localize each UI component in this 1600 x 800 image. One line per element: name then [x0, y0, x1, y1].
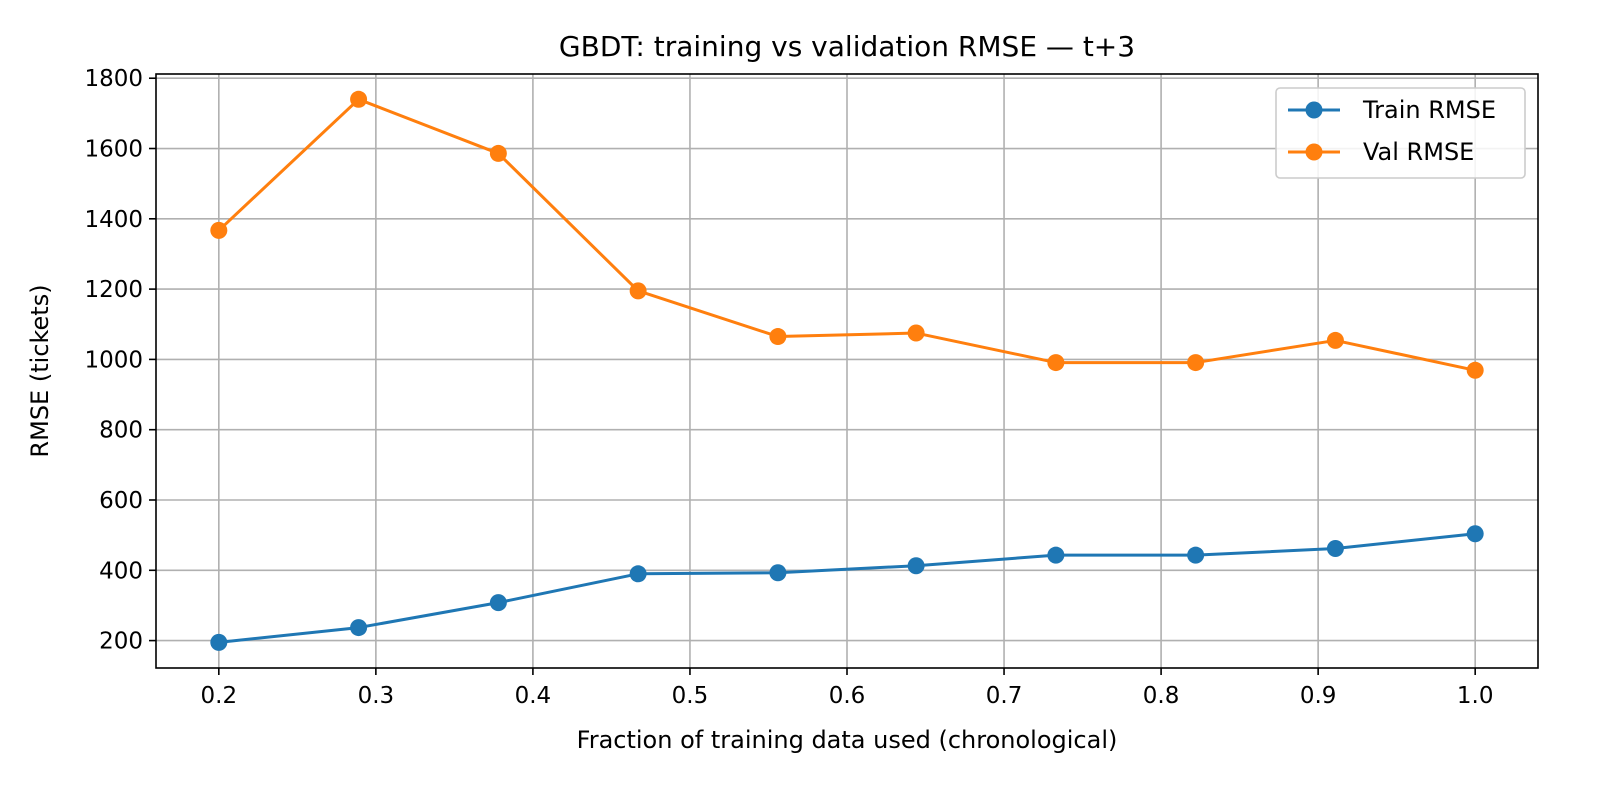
y-tick-label: 1200	[84, 277, 143, 303]
legend-label: Val RMSE	[1363, 138, 1474, 166]
y-tick-label: 400	[99, 558, 143, 584]
data-point	[1466, 361, 1484, 379]
data-point	[1047, 546, 1065, 564]
data-point	[1466, 525, 1484, 543]
x-tick-label: 0.8	[1143, 683, 1180, 709]
data-point	[769, 328, 787, 346]
legend-label: Train RMSE	[1362, 96, 1496, 124]
y-tick-label: 800	[99, 418, 143, 444]
data-point	[489, 144, 507, 162]
x-tick-label: 0.9	[1300, 683, 1337, 709]
x-tick-label: 0.4	[515, 683, 552, 709]
legend-marker	[1305, 143, 1323, 161]
data-point	[210, 221, 228, 239]
data-point	[1326, 331, 1344, 349]
data-point	[210, 633, 228, 651]
data-point	[1326, 539, 1344, 557]
series-layer	[210, 90, 1484, 651]
data-point	[629, 282, 647, 300]
data-point	[1187, 546, 1205, 564]
x-tick-label: 0.6	[829, 683, 866, 709]
y-tick-label: 200	[99, 629, 143, 655]
series-line	[218, 532, 1476, 644]
x-tick-label: 0.2	[201, 683, 238, 709]
legend-marker	[1305, 101, 1323, 119]
series-train-rmse	[210, 525, 1484, 651]
data-point	[907, 324, 925, 342]
y-tick-label: 1400	[84, 207, 143, 233]
y-axis-title: RMSE (tickets)	[26, 284, 54, 457]
data-point	[907, 557, 925, 575]
x-axis-title: Fraction of training data used (chronolo…	[577, 726, 1118, 754]
data-point	[489, 594, 507, 612]
data-point	[629, 565, 647, 583]
data-point	[350, 619, 368, 637]
x-tick-label: 1.0	[1457, 683, 1494, 709]
data-point	[1187, 354, 1205, 372]
data-point	[769, 564, 787, 582]
x-tick-label: 0.3	[358, 683, 395, 709]
axis-ticks: 0.2 0.3 0.4 0.5 0.6 0.7 0.8 0.9 1.0 200 400 600 800 1…	[84, 66, 1493, 709]
x-tick-label: 0.5	[672, 683, 709, 709]
y-tick-label: 600	[99, 488, 143, 514]
y-tick-label: 1000	[84, 347, 143, 373]
legend: Train RMSE Val RMSE	[1275, 87, 1526, 179]
series-line	[217, 97, 1476, 372]
y-tick-label: 1600	[84, 137, 143, 163]
series-val-rmse	[210, 90, 1484, 379]
chart-title: GBDT: training vs validation RMSE — t+3	[559, 30, 1135, 63]
data-point	[350, 90, 368, 108]
x-tick-label: 0.7	[986, 683, 1023, 709]
y-tick-label: 1800	[84, 66, 143, 92]
data-point	[1047, 354, 1065, 372]
